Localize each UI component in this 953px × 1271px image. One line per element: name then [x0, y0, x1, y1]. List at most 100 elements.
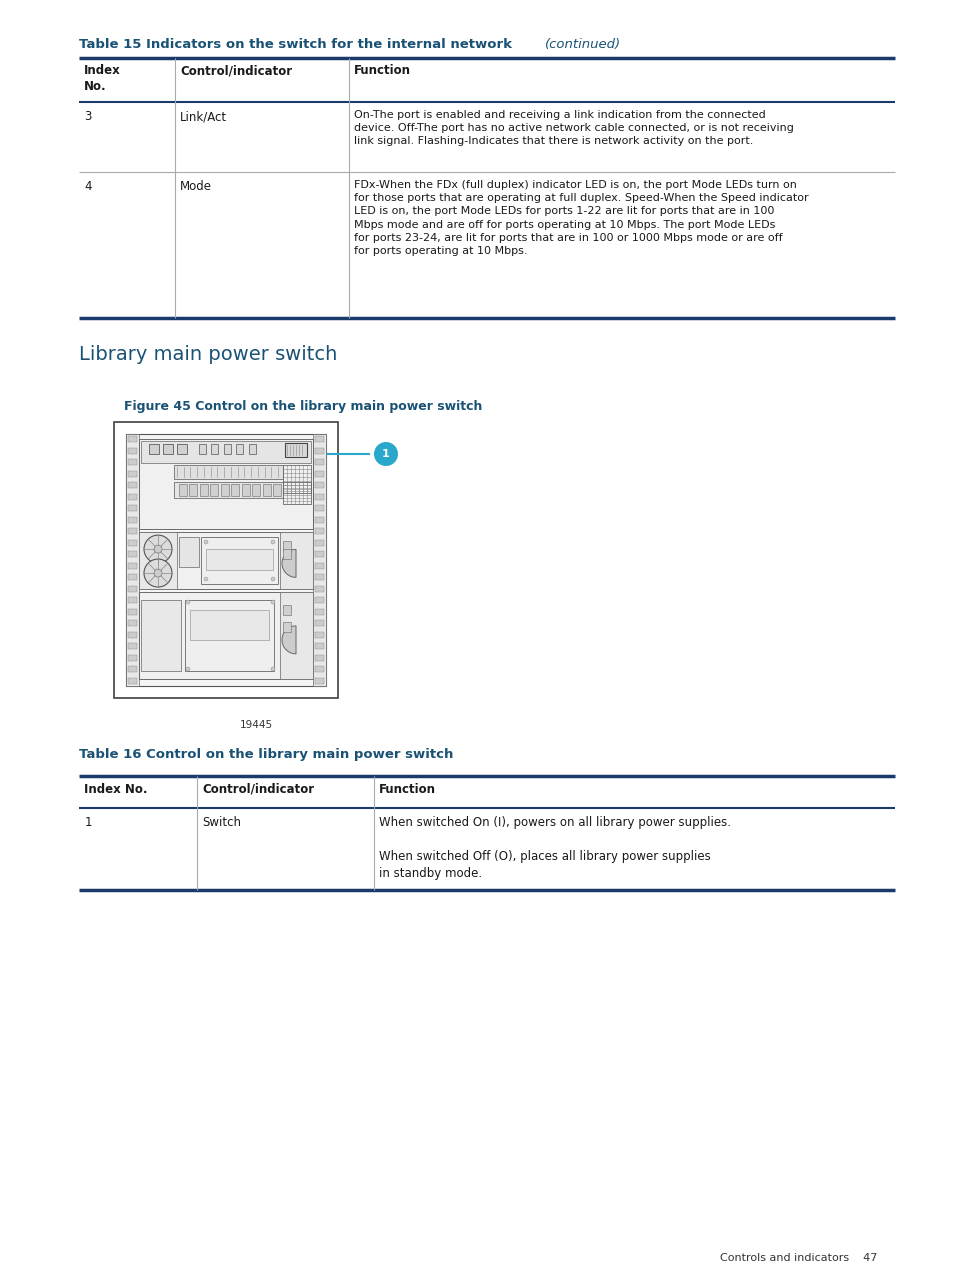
Bar — [139, 533, 313, 588]
Bar — [113, 422, 337, 698]
Bar — [200, 484, 208, 496]
Bar — [314, 632, 324, 638]
Bar — [201, 538, 277, 585]
Bar — [236, 444, 243, 454]
Bar — [128, 643, 137, 649]
Polygon shape — [282, 549, 295, 577]
Text: Table 15 Indicators on the switch for the internal network: Table 15 Indicators on the switch for th… — [79, 38, 512, 51]
Bar — [128, 493, 137, 500]
Bar — [179, 484, 187, 496]
Text: Index No.: Index No. — [84, 783, 148, 796]
Bar — [314, 574, 324, 581]
Text: When switched On (I), powers on all library power supplies.: When switched On (I), powers on all libr… — [378, 816, 730, 829]
Bar — [314, 563, 324, 568]
Text: FDx-When the FDx (full duplex) indicator LED is on, the port Mode LEDs turn on
f: FDx-When the FDx (full duplex) indicator… — [354, 180, 808, 255]
Bar — [141, 441, 311, 463]
Bar — [206, 549, 273, 571]
Circle shape — [186, 600, 190, 604]
Bar — [249, 444, 255, 454]
Bar — [128, 563, 137, 568]
Bar — [128, 552, 137, 557]
Bar — [128, 597, 137, 604]
Polygon shape — [282, 625, 295, 653]
Text: Switch: Switch — [202, 816, 241, 829]
Bar — [173, 465, 283, 479]
Text: 4: 4 — [84, 180, 91, 193]
Bar — [128, 609, 137, 615]
Bar — [283, 540, 291, 550]
Bar — [314, 517, 324, 522]
Bar — [190, 610, 269, 641]
Bar — [314, 666, 324, 672]
Bar — [128, 505, 137, 511]
Bar — [128, 632, 137, 638]
Text: When switched Off (O), places all library power supplies
in standby mode.: When switched Off (O), places all librar… — [378, 850, 710, 880]
Bar — [314, 609, 324, 615]
Text: (continued): (continued) — [544, 38, 620, 51]
Bar — [314, 540, 324, 545]
Bar — [314, 482, 324, 488]
Bar — [126, 433, 139, 686]
Bar — [128, 540, 137, 545]
Bar — [283, 482, 311, 505]
Bar — [173, 482, 283, 498]
Bar — [128, 677, 137, 684]
Text: 1: 1 — [382, 449, 390, 459]
Bar — [314, 470, 324, 477]
Circle shape — [271, 600, 274, 604]
Bar — [314, 552, 324, 557]
Bar — [128, 574, 137, 581]
Text: Mode: Mode — [180, 180, 212, 193]
Bar — [314, 597, 324, 604]
Bar — [128, 529, 137, 534]
Bar — [285, 444, 307, 458]
Bar — [241, 484, 250, 496]
Bar — [212, 444, 218, 454]
Bar — [139, 438, 313, 529]
Bar — [314, 529, 324, 534]
Bar — [280, 533, 313, 588]
Bar — [314, 677, 324, 684]
Text: Function: Function — [378, 783, 436, 796]
Bar — [314, 459, 324, 465]
Circle shape — [271, 577, 274, 581]
Bar — [139, 592, 313, 679]
Bar — [314, 655, 324, 661]
Circle shape — [271, 540, 274, 544]
Text: 1: 1 — [84, 816, 91, 829]
Bar — [224, 444, 231, 454]
Bar — [128, 517, 137, 522]
Bar — [128, 666, 137, 672]
Bar — [128, 482, 137, 488]
Bar — [128, 459, 137, 465]
Bar — [190, 484, 197, 496]
Text: 19445: 19445 — [239, 719, 273, 730]
Text: Library main power switch: Library main power switch — [79, 344, 337, 364]
Bar — [313, 433, 326, 686]
Bar — [280, 592, 313, 679]
Circle shape — [204, 540, 208, 544]
Text: Control/indicator: Control/indicator — [202, 783, 314, 796]
Text: On-The port is enabled and receiving a link indication from the connected
device: On-The port is enabled and receiving a l… — [354, 111, 793, 146]
Bar — [314, 447, 324, 454]
Bar — [128, 620, 137, 627]
Circle shape — [204, 577, 208, 581]
Bar — [128, 655, 137, 661]
Circle shape — [153, 545, 162, 553]
Bar — [163, 444, 172, 454]
Circle shape — [144, 535, 172, 563]
Circle shape — [186, 667, 190, 671]
Bar — [314, 586, 324, 592]
Text: Figure 45 Control on the library main power switch: Figure 45 Control on the library main po… — [124, 400, 482, 413]
Bar — [185, 600, 274, 671]
Bar — [141, 600, 181, 671]
Bar — [128, 436, 137, 442]
Bar — [314, 505, 324, 511]
Circle shape — [144, 559, 172, 587]
Text: Function: Function — [354, 64, 411, 78]
Bar — [128, 586, 137, 592]
Bar — [273, 484, 281, 496]
Bar — [262, 484, 271, 496]
Bar — [149, 444, 159, 454]
Bar — [126, 433, 326, 686]
